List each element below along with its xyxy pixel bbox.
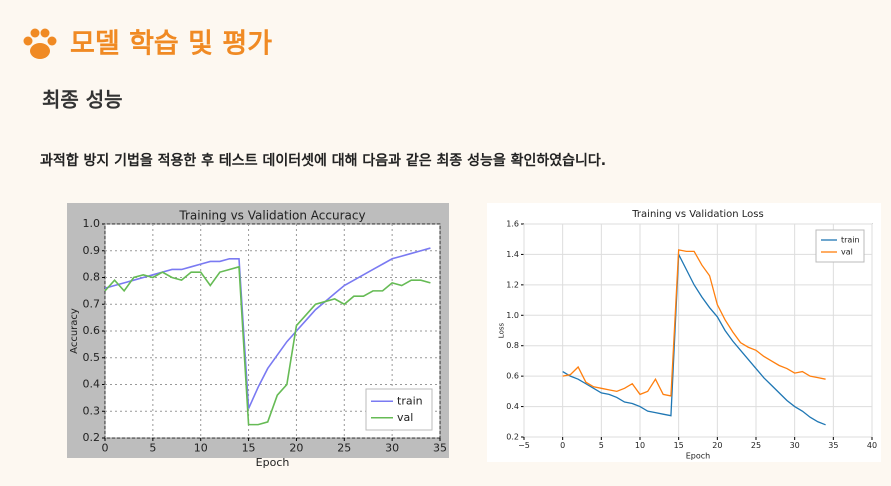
legend-label: val — [397, 411, 413, 424]
y-tick-label: 0.9 — [83, 244, 101, 257]
y-tick-label: 1.6 — [506, 220, 519, 229]
y-tick-label: 0.3 — [83, 404, 101, 417]
legend-box — [365, 388, 433, 431]
chart-title: Training vs Validation Accuracy — [178, 209, 365, 223]
x-tick-label: 25 — [751, 441, 761, 450]
data-line — [562, 249, 826, 397]
y-tick-label: 0.2 — [83, 431, 101, 444]
x-tick-label: −5 — [518, 441, 530, 450]
x-tick-label: 15 — [242, 442, 256, 455]
y-tick-label: 0.7 — [83, 297, 101, 310]
x-tick-label: 20 — [289, 442, 303, 455]
legend-box — [815, 229, 865, 263]
legend-label: train — [397, 394, 423, 407]
y-tick-label: 1.0 — [83, 217, 101, 230]
y-tick-label: 0.8 — [83, 271, 101, 284]
subtitle: 최종 성능 — [42, 88, 123, 112]
x-tick-label: 10 — [194, 442, 208, 455]
x-tick-label: 0 — [560, 441, 565, 450]
x-tick-label: 5 — [149, 442, 156, 455]
y-tick-label: 1.2 — [506, 280, 519, 289]
x-tick-label: 35 — [828, 441, 838, 450]
y-tick-label: 1.0 — [506, 311, 519, 320]
y-tick-label: 0.8 — [506, 341, 519, 350]
y-axis-label: Loss — [498, 322, 506, 338]
legend-label: val — [841, 248, 853, 257]
y-tick-label: 1.4 — [506, 250, 519, 259]
chart-title: Training vs Validation Loss — [631, 209, 763, 220]
data-line — [104, 265, 431, 426]
x-axis-label: Epoch — [686, 452, 711, 461]
y-tick-label: 0.4 — [506, 402, 519, 411]
y-tick-label: 0.6 — [506, 372, 519, 381]
paw-icon — [23, 28, 57, 59]
page-title: 모델 학습 및 평가 — [70, 29, 272, 60]
y-tick-label: 0.4 — [83, 378, 101, 391]
legend-label: train — [841, 236, 860, 245]
x-tick-label: 15 — [674, 441, 684, 450]
x-tick-label: 30 — [790, 441, 800, 450]
y-tick-label: 0.5 — [83, 351, 101, 364]
body-text: 과적합 방지 기법을 적용한 후 테스트 데이터셋에 대해 다음과 같은 최종 … — [40, 152, 606, 169]
y-axis-label: Accuracy — [69, 308, 80, 354]
x-tick-label: 40 — [867, 441, 877, 450]
x-tick-label: 10 — [635, 441, 645, 450]
x-tick-label: 35 — [433, 442, 447, 455]
x-tick-label: 0 — [102, 442, 109, 455]
x-tick-label: 20 — [712, 441, 722, 450]
y-tick-label: 0.6 — [83, 324, 101, 337]
x-tick-label: 30 — [385, 442, 399, 455]
x-tick-label: 25 — [337, 442, 351, 455]
data-line — [562, 251, 826, 426]
y-tick-label: 0.2 — [506, 433, 519, 442]
x-tick-label: 5 — [599, 441, 604, 450]
x-axis-label: Epoch — [256, 456, 290, 469]
